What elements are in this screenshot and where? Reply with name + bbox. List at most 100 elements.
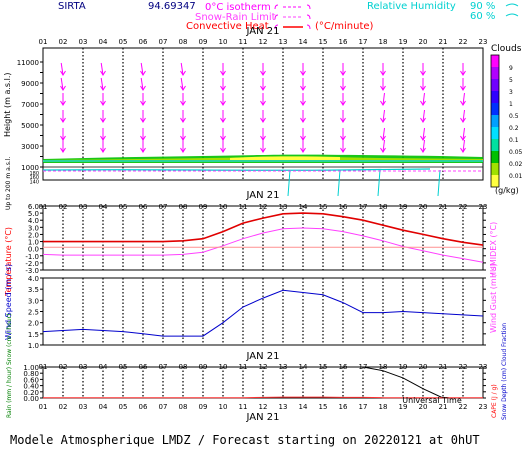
hour-label: 13 <box>279 403 288 411</box>
wind-arrow-head <box>420 117 426 123</box>
ytick-label: 1.0 <box>28 239 39 247</box>
legend-isotherm: 0°C isotherm <box>205 2 271 13</box>
ytick-label: 0.0 <box>28 246 39 254</box>
wind-arrow-head <box>380 70 386 76</box>
ylabel-windspeed: Wind Speed (m / s) <box>4 264 13 340</box>
hour-label: 22 <box>459 403 468 411</box>
hour-label: 16 <box>339 38 348 46</box>
ytick-label-height: 1000 <box>21 164 39 172</box>
series-line <box>43 212 484 246</box>
hour-label: 01 <box>39 403 48 411</box>
hour-label: 09 <box>199 38 208 46</box>
cloud-core <box>230 156 340 160</box>
ylabel-low: Up to 200 m a.s.l. <box>5 157 12 210</box>
wind-arrow <box>462 127 465 141</box>
wind-arrow-head <box>300 100 306 106</box>
wind-arrow <box>382 127 385 141</box>
wind-arrow <box>422 127 425 141</box>
universal-time-label: Universal Time <box>402 396 462 405</box>
ytick-label: 3.5 <box>28 286 39 294</box>
wind-arrow-head <box>420 100 426 106</box>
wind-arrow-head <box>100 100 106 106</box>
wind-arrow-head <box>60 85 66 91</box>
hour-label: 09 <box>199 403 208 411</box>
date-top: JAN 21 <box>246 26 280 37</box>
hour-label: 12 <box>259 38 268 46</box>
hour-label: 07 <box>159 403 168 411</box>
hour-label: 18 <box>379 403 388 411</box>
rh-contour-drop <box>287 169 291 197</box>
ytick-label: 4.0 <box>28 275 39 283</box>
hour-label: 20 <box>419 38 428 46</box>
hour-label: 19 <box>399 403 408 411</box>
ytick-label-low: 180 <box>29 171 39 177</box>
hour-label: 07 <box>159 38 168 46</box>
wind-arrow <box>422 109 425 123</box>
ytick-label: -1.0 <box>25 253 39 261</box>
date-mid2: JAN 21 <box>246 351 280 362</box>
wind-arrow <box>382 92 385 106</box>
colorbar-tick-label: 0.2 <box>509 125 519 132</box>
wind-arrow-head <box>380 85 386 91</box>
wind-arrow-head <box>60 147 66 153</box>
wind-arrow <box>100 77 104 91</box>
colorbar-title: Clouds <box>491 44 522 54</box>
wind-arrow <box>100 62 104 76</box>
legend-rh-60: 60 % <box>470 11 495 22</box>
legend-unit: (°C/minute) <box>315 21 374 32</box>
hour-label: 06 <box>139 403 148 411</box>
wind-arrow-head <box>460 70 466 76</box>
colorbar-tick-label: 0.02 <box>509 161 523 168</box>
wind-arrow-head <box>180 100 186 106</box>
wind-arrow-head <box>140 70 146 76</box>
hour-label: 12 <box>259 403 268 411</box>
hour-label: 15 <box>319 403 328 411</box>
hour-label: 17 <box>359 38 368 46</box>
wind-arrow-head <box>60 70 66 76</box>
ylabel-height: Height (m a.s.l.) <box>3 73 12 138</box>
wind-arrow <box>422 139 425 153</box>
hour-label: 23 <box>479 203 488 211</box>
legend-convective: Convective Heat <box>186 21 269 32</box>
colorbar-cell <box>491 175 499 187</box>
wind-arrow <box>462 92 465 106</box>
wind-arrow-head <box>420 147 426 153</box>
rh-contour-drop <box>337 169 341 197</box>
hour-label: 04 <box>99 38 108 46</box>
wind-arrow-head <box>100 147 106 153</box>
colorbar-cell <box>491 127 499 139</box>
wind-arrow-head <box>100 85 106 91</box>
ytick-label: -2.0 <box>25 260 39 268</box>
wind-arrow <box>422 92 425 106</box>
hour-label: 04 <box>99 403 108 411</box>
wind-arrow-head <box>220 117 226 123</box>
series-line <box>42 227 484 263</box>
wind-arrow-head <box>100 117 106 123</box>
ytick-label-low: 140 <box>29 179 39 185</box>
hour-label: 02 <box>59 38 68 46</box>
ytick-label: 4.0 <box>28 217 39 225</box>
colorbar-tick-label: 9 <box>509 65 513 72</box>
ytick-label-low: 160 <box>29 175 39 181</box>
ytick-label: 2.5 <box>28 309 39 317</box>
rh-contour-low <box>42 168 431 171</box>
ytick-label: 2.0 <box>28 320 39 328</box>
colorbar-cell <box>491 55 499 67</box>
wind-arrow-head <box>260 100 266 106</box>
wind-arrow-head <box>100 70 106 76</box>
wind-arrow-head <box>380 100 386 106</box>
station-coords: 94.69347 <box>148 1 196 12</box>
colorbar-tick-label: 1 <box>509 101 513 108</box>
ytick-label: 1.5 <box>28 331 39 339</box>
wind-arrow <box>60 77 64 91</box>
ytick-label-height: 11000 <box>17 59 39 67</box>
wind-arrow-head <box>260 85 266 91</box>
ytick-label-height: 5000 <box>21 122 39 130</box>
hour-label: 01 <box>39 203 48 211</box>
colorbar-tick-label: 0.1 <box>509 137 519 144</box>
rh-contour-drop <box>437 169 441 197</box>
ytick-label: 0.40 <box>23 383 39 391</box>
wind-arrow-head <box>260 147 266 153</box>
colorbar-cell <box>491 139 499 151</box>
